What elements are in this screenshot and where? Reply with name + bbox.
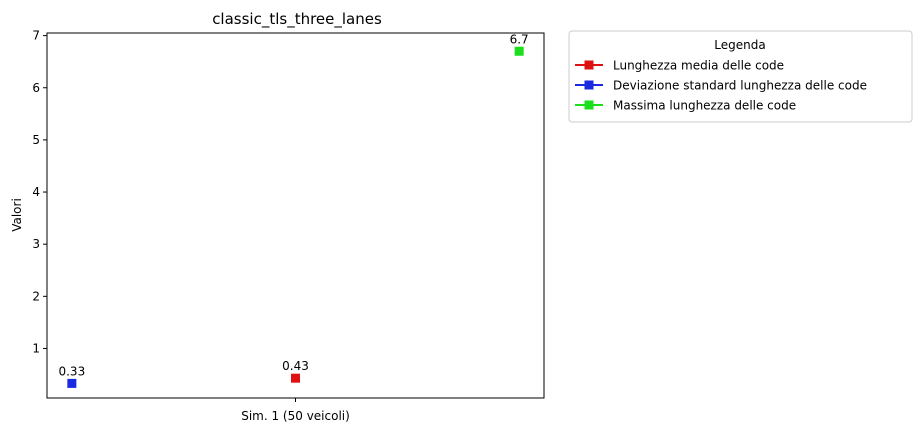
legend-marker [584, 60, 594, 70]
legend-marker [584, 80, 594, 90]
y-tick-label: 5 [32, 133, 40, 147]
data-point [67, 378, 77, 388]
y-axis-label: Valori [10, 198, 24, 232]
legend-box [568, 30, 913, 123]
legend-label: Massima lunghezza delle code [613, 99, 796, 113]
y-tick-label: 4 [32, 185, 40, 199]
legend-items: Lunghezza media delle code Deviazione sta… [575, 59, 867, 113]
data-point [291, 373, 300, 383]
x-axis-ticks: Sim. 1 (50 veicoli) [241, 398, 350, 423]
legend-title: Legenda [714, 38, 765, 52]
data-label: 6.7 [510, 32, 529, 46]
y-tick-label: 7 [32, 29, 40, 43]
y-tick-label: 3 [32, 237, 40, 251]
y-tick-label: 1 [32, 341, 40, 355]
data-point [514, 46, 524, 56]
chart-title: classic_tls_three_lanes [212, 10, 382, 29]
legend-label: Deviazione standard lunghezza delle code [613, 79, 867, 93]
data-label: 0.43 [282, 359, 309, 373]
y-axis-ticks: 1 2 3 4 5 6 7 [32, 29, 47, 355]
legend-marker [584, 100, 594, 110]
x-tick-label: Sim. 1 (50 veicoli) [241, 409, 350, 423]
y-tick-label: 2 [32, 289, 40, 303]
y-tick-label: 6 [32, 81, 40, 95]
legend: Legenda Lunghezza media delle code Deviaz… [568, 30, 913, 123]
data-marks: 0.43 0.33 6.7 [58, 32, 529, 388]
legend-label: Lunghezza media delle code [613, 59, 784, 73]
data-label: 0.33 [58, 364, 85, 378]
